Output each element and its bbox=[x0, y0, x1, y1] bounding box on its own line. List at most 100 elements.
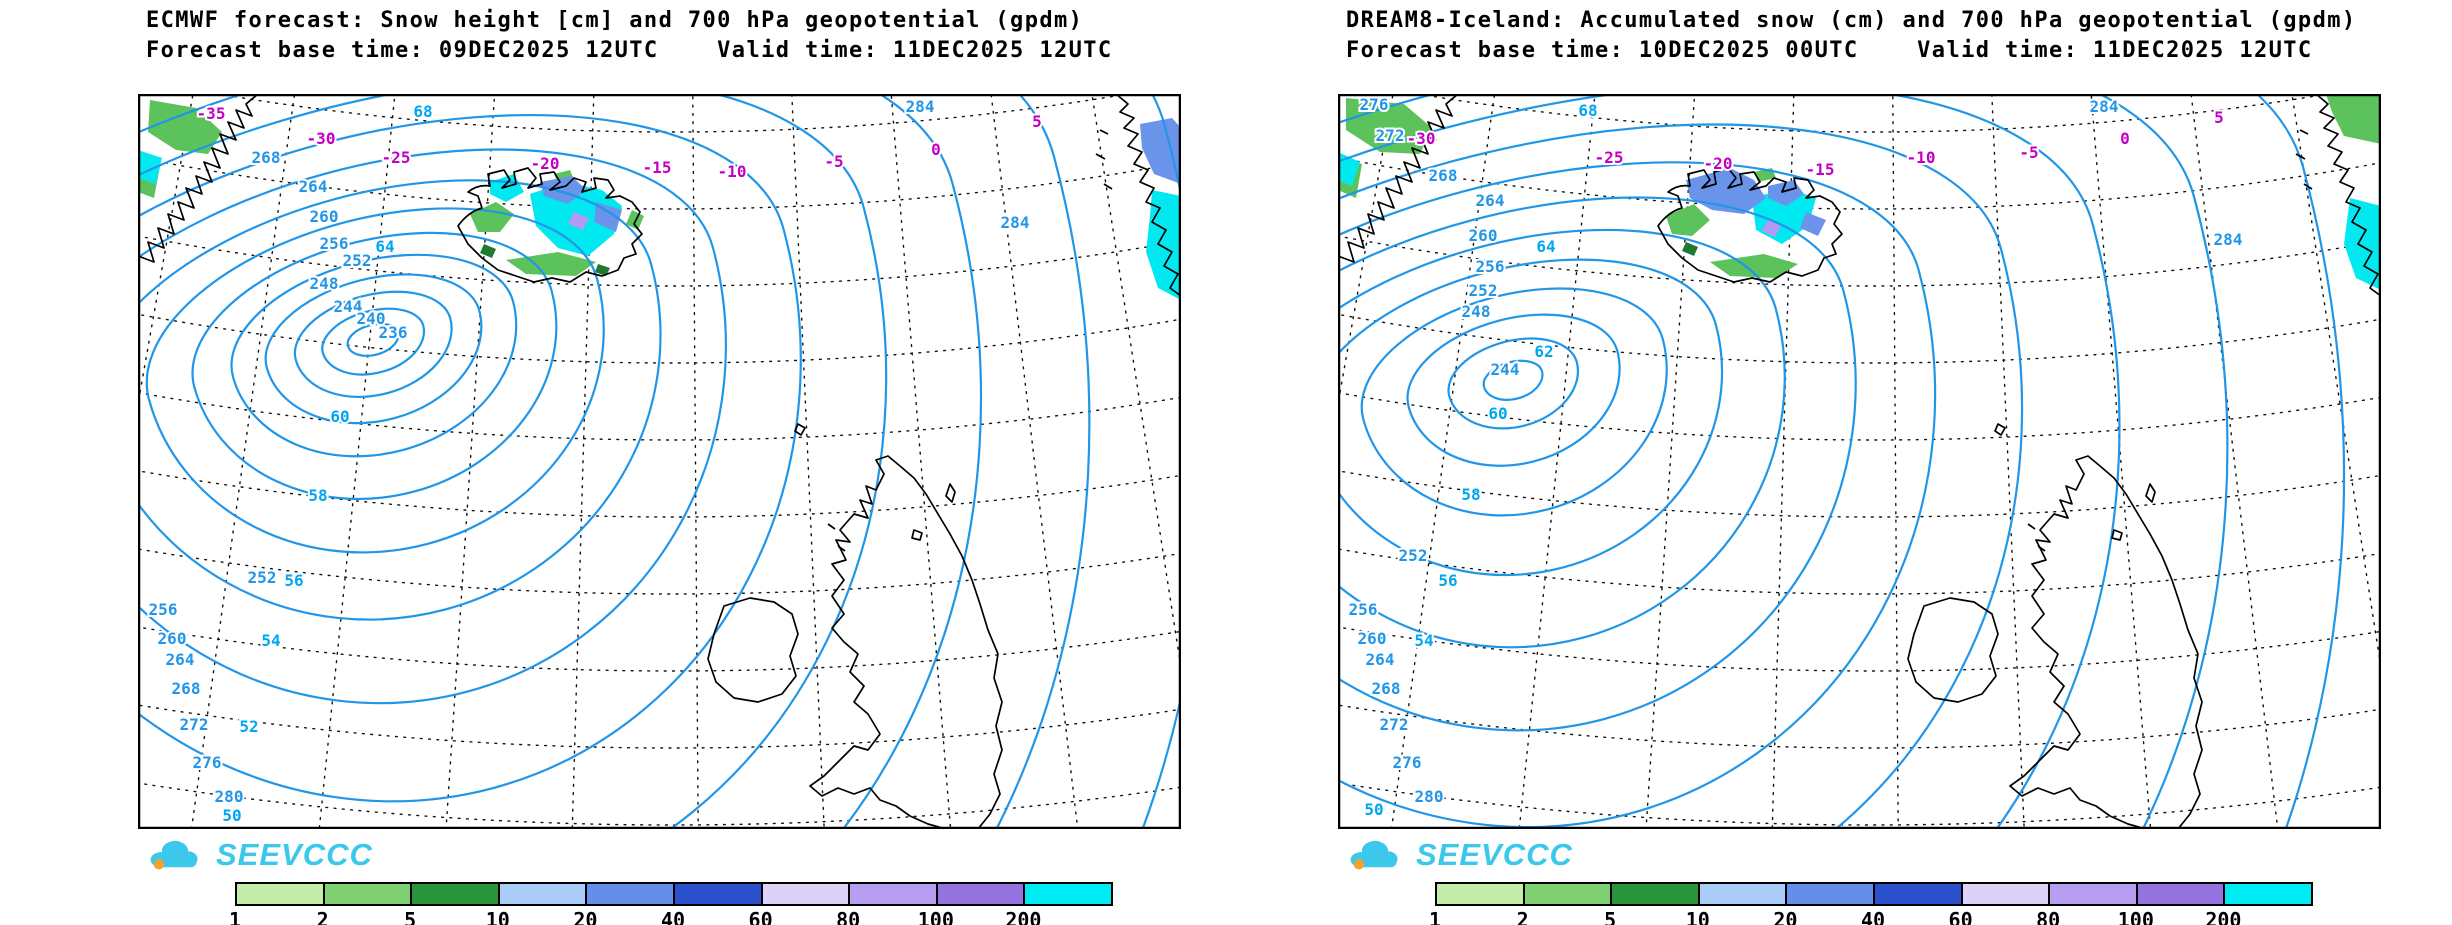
geopotential-contour bbox=[1339, 161, 1937, 828]
longitude-label: -35 bbox=[197, 104, 226, 123]
coastline bbox=[1907, 597, 1999, 703]
map-ecmwf: 2842842682642602562522482442402362522562… bbox=[138, 94, 1181, 829]
snow-shading bbox=[1339, 152, 1360, 186]
coastline bbox=[809, 455, 1003, 828]
geopotential-contour bbox=[1482, 359, 1544, 401]
legend-swatch bbox=[585, 882, 675, 906]
latitude-label: 58 bbox=[308, 486, 327, 505]
snow-shading bbox=[540, 176, 586, 204]
latitude-label: 54 bbox=[1414, 631, 1433, 650]
legend-value: 20 bbox=[573, 908, 598, 925]
coastline bbox=[1115, 95, 1180, 297]
snow-shading bbox=[139, 150, 162, 184]
contour-label: 284 bbox=[2090, 97, 2119, 116]
contour-label: 272 bbox=[1376, 126, 1405, 145]
seevccc-logo: SEEVCCC bbox=[144, 834, 373, 876]
contour-label: 256 bbox=[320, 234, 349, 253]
contour-label: 236 bbox=[379, 323, 408, 342]
legend-swatch bbox=[1522, 882, 1613, 906]
contour-label: 276 bbox=[1393, 753, 1422, 772]
longitude-label: -25 bbox=[382, 148, 411, 167]
latitude-label: 56 bbox=[1438, 571, 1457, 590]
panel-title: DREAM8-Iceland: Accumulated snow (cm) an… bbox=[1346, 8, 2357, 33]
legend-swatch bbox=[673, 882, 763, 906]
geopotential-contour bbox=[1339, 228, 1786, 649]
longitude-label: -30 bbox=[1407, 129, 1436, 148]
legend-swatch bbox=[410, 882, 500, 906]
contour-label: 264 bbox=[166, 650, 195, 669]
geopotential-contour bbox=[1360, 287, 1668, 517]
latitude-label: 56 bbox=[284, 571, 303, 590]
seevccc-logo: SEEVCCC bbox=[1344, 834, 1573, 876]
contour-label: 272 bbox=[1380, 715, 1409, 734]
contour-label: 268 bbox=[252, 148, 281, 167]
colorbar-swatches bbox=[235, 882, 1115, 906]
snow-shading bbox=[594, 202, 622, 232]
contour-label: 264 bbox=[299, 177, 328, 196]
latitude-label: 68 bbox=[1578, 101, 1597, 120]
panel-ecmwf: ECMWF forecast: Snow height [cm] and 700… bbox=[138, 0, 1181, 925]
coastline bbox=[827, 523, 836, 530]
longitude-label: -20 bbox=[1704, 154, 1733, 173]
snow-shading bbox=[1762, 220, 1781, 237]
geopotential-contour bbox=[139, 95, 1091, 828]
snow-shading bbox=[1346, 98, 1432, 154]
latitude-label: 54 bbox=[261, 631, 280, 650]
contour-label: 268 bbox=[1429, 166, 1458, 185]
snow-shading bbox=[568, 212, 589, 230]
coastline bbox=[2111, 529, 2123, 541]
latitude-label: 58 bbox=[1461, 485, 1480, 504]
coastline bbox=[1103, 183, 1113, 190]
longitude-label: -10 bbox=[718, 162, 747, 181]
geopotential-contour bbox=[1339, 258, 1724, 577]
contour-label: 244 bbox=[334, 297, 363, 316]
legend-value: 80 bbox=[2036, 908, 2061, 925]
legend-value: 40 bbox=[660, 908, 686, 925]
legend-value: 200 bbox=[2205, 908, 2242, 925]
contour-label: 252 bbox=[343, 251, 372, 270]
geopotential-contour bbox=[191, 231, 558, 501]
coastline bbox=[837, 545, 846, 552]
contour-label: 248 bbox=[1462, 302, 1491, 321]
longitude-label: 0 bbox=[931, 140, 941, 159]
coastline bbox=[1994, 423, 2006, 436]
snow-shading bbox=[1140, 118, 1180, 184]
contour-label: 256 bbox=[1476, 257, 1505, 276]
legend-value: 5 bbox=[404, 908, 417, 925]
contour-label: 280 bbox=[215, 787, 244, 806]
latitude-label: 50 bbox=[222, 806, 241, 825]
panel-dream8: DREAM8-Iceland: Accumulated snow (cm) an… bbox=[1338, 0, 2381, 925]
contour-label: 256 bbox=[1349, 600, 1378, 619]
snow-shading bbox=[1146, 190, 1180, 300]
panel-title: ECMWF forecast: Snow height [cm] and 700… bbox=[146, 8, 1084, 33]
legend-swatch bbox=[1435, 882, 1525, 906]
longitude-label: -10 bbox=[1907, 148, 1936, 167]
latitude-label: 52 bbox=[239, 717, 258, 736]
snow-shading bbox=[2344, 198, 2380, 290]
coastline bbox=[1339, 95, 1459, 263]
legend-value: 20 bbox=[1773, 908, 1798, 925]
coastline bbox=[911, 529, 923, 541]
longitude-label: -25 bbox=[1595, 148, 1624, 167]
legend-swatch bbox=[2048, 882, 2138, 906]
coastline bbox=[2027, 523, 2036, 530]
latitude-label: 64 bbox=[1536, 237, 1555, 256]
legend-value: 40 bbox=[1860, 908, 1886, 925]
snow-shading bbox=[1710, 254, 1798, 278]
snow-shading bbox=[506, 252, 596, 276]
geopotential-contour bbox=[264, 273, 483, 425]
longitude-label: 5 bbox=[1032, 112, 1042, 131]
colorbar-swatches bbox=[1435, 882, 2315, 906]
contour-label: 252 bbox=[1469, 281, 1498, 300]
coastline bbox=[707, 597, 799, 703]
legend-value: 10 bbox=[485, 908, 510, 925]
legend-swatch bbox=[1960, 882, 2051, 906]
colorbar-values: 1 2 5 10 20 40 60 80 100 200 bbox=[229, 906, 1115, 925]
geopotential-contour bbox=[230, 253, 518, 458]
legend-swatch bbox=[497, 882, 588, 906]
contour-label: 260 bbox=[1469, 226, 1498, 245]
sun-dot-icon bbox=[1353, 859, 1365, 870]
map-dream8: 276 272 268 264 260 256 252 248 244 284 284 252 256 2… bbox=[1338, 94, 2381, 829]
legend-swatch bbox=[760, 882, 851, 906]
geopotential-contour bbox=[139, 179, 662, 621]
